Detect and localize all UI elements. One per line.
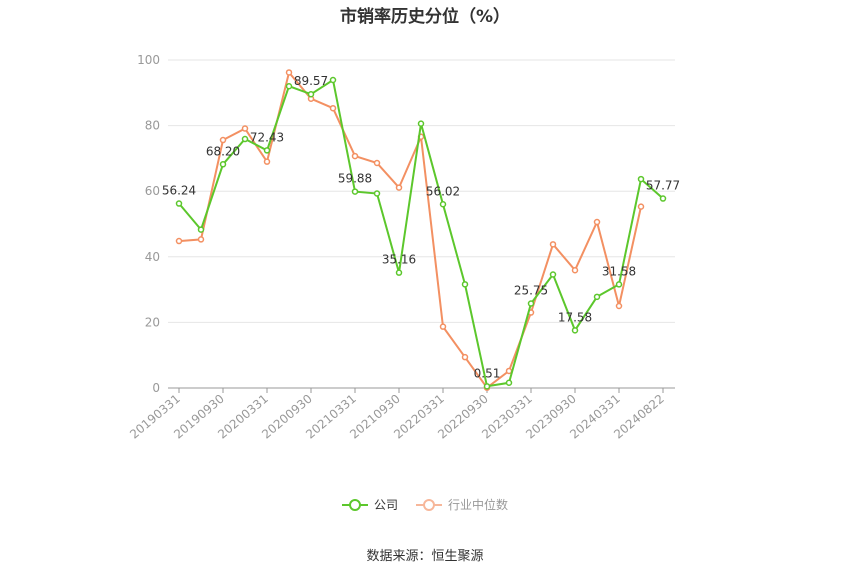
industry-point — [329, 104, 337, 112]
legend-company-label: 公司 — [373, 498, 398, 512]
company-point — [483, 383, 491, 390]
y-tick-label: 100 — [137, 53, 160, 67]
source-note: 数据来源：恒生聚源 — [366, 549, 484, 564]
industry-point — [197, 236, 205, 243]
legend-item-industry[interactable]: 行业中位数 — [416, 496, 508, 513]
data-label: 59.88 — [338, 172, 372, 186]
industry-point — [241, 125, 249, 132]
company-point — [241, 135, 249, 143]
company-point — [285, 82, 293, 90]
company-point — [395, 269, 403, 276]
chart-title: 市销率历史分位（%） — [339, 7, 511, 27]
data-label: 0.51 — [474, 366, 501, 380]
company-point — [329, 76, 337, 84]
data-label: 72.43 — [250, 130, 284, 144]
data-label: 17.58 — [558, 310, 592, 324]
company-point — [571, 327, 579, 334]
company-point — [307, 90, 315, 98]
data-label: 57.77 — [646, 179, 680, 193]
industry-point — [571, 266, 579, 274]
company-point — [373, 190, 381, 197]
company-point — [593, 293, 601, 301]
grid-lines — [168, 59, 675, 323]
company-point — [659, 195, 667, 202]
industry-point — [263, 158, 271, 165]
company-point — [637, 175, 645, 183]
company-point — [439, 201, 447, 208]
legend-company-marker — [341, 498, 368, 511]
y-tick-label: 20 — [145, 315, 160, 329]
industry-point — [395, 184, 403, 191]
axes: 0204060801002019033120190930202003312020… — [127, 53, 675, 442]
company-point — [219, 161, 227, 168]
data-label: 35.16 — [382, 253, 416, 267]
industry-series-line — [178, 70, 642, 390]
industry-point — [461, 353, 469, 361]
data-label: 89.57 — [294, 74, 328, 88]
industry-point — [351, 152, 359, 160]
data-labels: 56.24 68.20 72.43 89.57 59.88 35.16 56.02 0.51 2… — [162, 74, 680, 380]
industry-point — [373, 159, 381, 167]
data-label: 56.02 — [426, 184, 460, 198]
industry-point — [593, 218, 601, 226]
company-point — [175, 200, 183, 207]
legend: 公司 行业中位数 — [0, 496, 850, 513]
industry-point — [439, 323, 447, 330]
y-tick-label: 40 — [145, 250, 160, 264]
y-tick-label: 0 — [152, 381, 160, 395]
industry-point — [175, 237, 183, 245]
company-point — [527, 300, 535, 307]
company-point — [461, 281, 469, 288]
y-tick-label: 60 — [145, 184, 160, 198]
industry-point — [549, 241, 557, 248]
industry-point — [285, 69, 293, 76]
legend-industry-marker — [416, 498, 442, 511]
company-point — [417, 120, 425, 127]
company-point — [549, 271, 557, 278]
industry-point — [637, 203, 645, 210]
industry-point — [505, 367, 513, 375]
y-tick-label: 80 — [145, 119, 160, 133]
industry-point — [219, 136, 227, 144]
data-label: 25.75 — [514, 284, 548, 298]
legend-item-company[interactable]: 公司 — [341, 496, 398, 513]
company-point — [263, 147, 271, 154]
series-layer — [175, 69, 667, 391]
data-label: 56.24 — [162, 184, 196, 198]
data-label: 68.20 — [206, 144, 240, 158]
company-point — [505, 379, 513, 387]
company-point — [197, 226, 205, 233]
industry-point — [615, 302, 623, 310]
company-point — [615, 281, 623, 288]
legend-industry-label: 行业中位数 — [448, 498, 509, 512]
data-label: 31.58 — [602, 264, 636, 278]
company-point — [351, 188, 359, 195]
